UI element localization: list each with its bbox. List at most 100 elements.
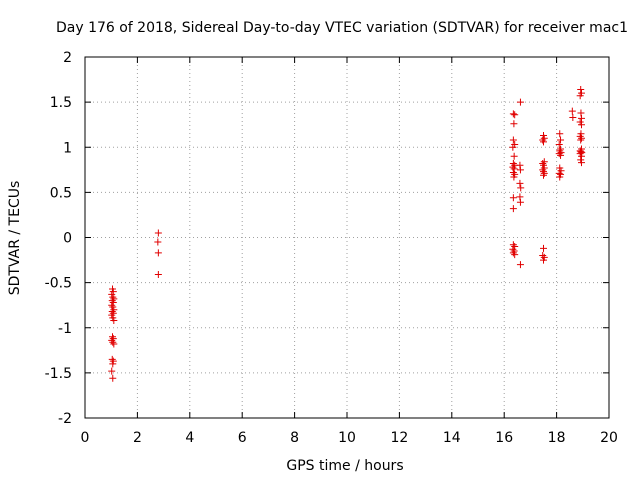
data-point xyxy=(108,308,116,316)
data-point xyxy=(556,173,564,181)
data-point xyxy=(516,166,524,174)
x-axis-label: GPS time / hours xyxy=(286,458,403,474)
data-point xyxy=(577,152,585,160)
plot-frame xyxy=(84,56,610,419)
data-point xyxy=(109,293,117,301)
data-point xyxy=(540,158,548,166)
x-tick-label: 14 xyxy=(443,430,461,446)
x-tick-label: 10 xyxy=(338,430,356,446)
data-point xyxy=(109,335,117,343)
data-point xyxy=(539,136,547,144)
x-tick-label: 12 xyxy=(390,430,408,446)
data-point xyxy=(509,194,517,202)
chart-title: Day 176 of 2018, Sidereal Day-to-day VTE… xyxy=(56,20,628,36)
y-tick-label: 0.5 xyxy=(50,185,72,201)
data-point xyxy=(110,306,118,314)
data-point xyxy=(108,355,116,363)
data-point xyxy=(510,165,518,173)
data-point xyxy=(516,261,524,269)
data-point xyxy=(556,130,564,138)
data-point xyxy=(509,241,517,249)
data-point xyxy=(511,251,519,259)
data-point xyxy=(109,374,117,382)
data-point xyxy=(540,256,547,264)
data-point xyxy=(576,132,584,140)
x-tick-label: 6 xyxy=(238,430,247,446)
data-point xyxy=(110,340,118,348)
data-point xyxy=(557,136,565,144)
data-point xyxy=(577,148,585,156)
data-point xyxy=(509,159,517,167)
data-point xyxy=(509,143,517,151)
data-point xyxy=(108,367,116,375)
data-point xyxy=(516,179,524,187)
y-tick-label: -1.5 xyxy=(45,366,72,382)
data-point xyxy=(539,252,547,260)
data-point xyxy=(516,161,524,169)
data-point xyxy=(516,98,524,106)
data-point xyxy=(555,169,563,177)
x-tick-label: 16 xyxy=(495,430,513,446)
data-point xyxy=(568,107,576,115)
data-point xyxy=(509,245,517,253)
x-tick-label: 0 xyxy=(81,430,90,446)
data-point xyxy=(577,159,585,167)
y-tick-label: 1.5 xyxy=(50,95,72,111)
grid xyxy=(85,57,609,418)
data-point xyxy=(516,193,524,201)
data-point xyxy=(577,85,585,93)
data-point xyxy=(516,198,524,206)
data-point xyxy=(511,111,519,119)
data-point xyxy=(510,120,518,128)
data-point xyxy=(154,238,162,246)
y-tick-label: 2 xyxy=(63,50,72,66)
data-point xyxy=(110,317,118,325)
data-point xyxy=(555,141,563,149)
data-point xyxy=(555,150,563,158)
y-tick-label: 0 xyxy=(63,231,72,247)
data-point xyxy=(510,247,518,255)
x-tick-label: 20 xyxy=(600,430,618,446)
data-point xyxy=(540,138,547,146)
data-point xyxy=(509,110,517,118)
data-point xyxy=(577,109,585,117)
data-point xyxy=(108,301,116,309)
data-point xyxy=(540,134,548,142)
data-point xyxy=(108,336,116,344)
data-point xyxy=(540,244,547,252)
y-axis-label: SDTVAR / TECUs xyxy=(7,181,23,296)
data-point xyxy=(540,171,547,179)
data-point xyxy=(509,205,517,213)
data-point xyxy=(577,134,585,142)
data-point xyxy=(569,113,577,121)
data-point xyxy=(539,159,547,167)
data-point xyxy=(110,295,118,303)
data-point xyxy=(577,136,585,144)
x-tick-label: 2 xyxy=(133,430,142,446)
data-point xyxy=(540,169,548,177)
data-point xyxy=(109,338,117,346)
data-point xyxy=(154,249,162,257)
x-tick-label: 4 xyxy=(185,430,194,446)
y-tick-label: -0.5 xyxy=(45,276,72,292)
y-tick-labels: -2 -1.5 -1 -0.5 0 0.5 1 1.5 2 xyxy=(45,50,72,427)
data-point xyxy=(109,309,117,317)
x-tick-label: 8 xyxy=(290,430,299,446)
data-point xyxy=(509,169,517,177)
data-point xyxy=(557,145,565,153)
data-point xyxy=(539,166,547,174)
data-point xyxy=(510,152,518,160)
x-tick-label: 18 xyxy=(548,430,566,446)
data-point xyxy=(577,114,585,122)
data-point xyxy=(576,92,584,100)
data-point xyxy=(577,121,585,129)
data-point xyxy=(154,271,162,279)
data-point xyxy=(557,151,565,159)
data-point xyxy=(509,163,517,171)
data-point xyxy=(509,249,517,257)
y-tick-label: -1 xyxy=(58,321,72,337)
data-point xyxy=(109,360,117,368)
data-point xyxy=(517,184,525,192)
data-point xyxy=(154,229,162,237)
